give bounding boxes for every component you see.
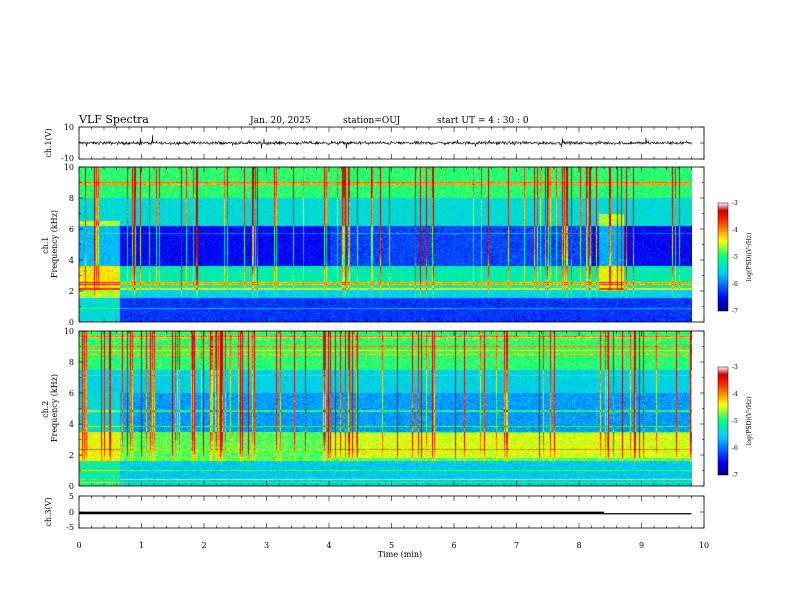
ch2-spec-ytick-4: 4	[69, 420, 74, 429]
ch1-channel-label: ch.1	[41, 237, 50, 254]
station-label: station=OUJ	[343, 116, 401, 126]
ch2-spectrogram-panel: 10 8 6 4 2 0 ch.2 Frequency (kHz) -3 -4 …	[41, 327, 753, 491]
ch2-spec-ytick-6: 6	[69, 389, 74, 398]
ch2-cbar-tick-m4: -4	[732, 391, 738, 398]
ch2-spec-ytick-2: 2	[69, 451, 74, 460]
ch1-frequency-label: Frequency (kHz)	[50, 210, 59, 278]
ch2-colorbar-scale	[717, 366, 729, 476]
ch1-spec-ytick-8: 8	[69, 194, 74, 203]
x-tick-label-10: 10	[699, 541, 709, 550]
ch1-spec-ytick-0: 0	[69, 318, 74, 327]
ch1-spectrogram-yticks: 10 8 6 4 2 0	[64, 163, 74, 327]
ch3-ytick-top: 5	[69, 492, 74, 501]
ch1-colorbar: -3 -4 -5 -6 -7 log(PSD)(V²/Hz)	[717, 200, 753, 315]
time-axis-label: Time (min)	[378, 550, 422, 559]
ch3-ytick-mid: 0	[69, 508, 74, 517]
ch2-colorbar-label: log(PSD)(V²/Hz)	[746, 397, 753, 446]
x-tick-label-7: 7	[514, 541, 519, 550]
ch1-cbar-tick-m4: -4	[732, 227, 738, 234]
x-tick-label-9: 9	[639, 541, 644, 550]
ch3-ytick-bottom: -5	[66, 523, 74, 532]
ch3-waveform-ylabel: ch.3(V)	[44, 497, 53, 526]
ch2-spec-ytick-0: 0	[69, 482, 74, 491]
ch2-cbar-tick-m5: -5	[732, 418, 738, 425]
ch1-spectrogram-heatmap	[79, 167, 692, 322]
ch1-cbar-tick-m6: -6	[732, 281, 738, 288]
ch1-spec-ytick-6: 6	[69, 225, 74, 234]
ch1-waveform-panel: 10 -10 ch.1(V)	[44, 123, 705, 163]
date-label: Jan. 20, 2025	[249, 116, 311, 126]
ch1-waveform-trace	[78, 134, 692, 149]
time-axis-tick-labels: 0 1 2 3 4 5 6 7 8 9 10	[76, 541, 709, 550]
ch2-cbar-tick-m3: -3	[732, 364, 738, 371]
ch1-colorbar-label: log(PSD)(V²/Hz)	[746, 233, 753, 282]
ch2-cbar-tick-m6: -6	[732, 445, 738, 452]
ch2-colorbar: -3 -4 -5 -6 -7 log(PSD)(V²/Hz)	[717, 364, 753, 479]
ch1-cbar-tick-m5: -5	[732, 254, 738, 261]
figure-title: VLF Spectra	[78, 113, 149, 126]
axis-tick-marks	[78, 126, 705, 529]
ch1-spectrogram-panel: 10 8 6 4 2 0 ch.1 Frequency (kHz) -3 -4 …	[41, 163, 753, 327]
ch1-colorbar-scale	[717, 202, 729, 312]
ch1-spectrogram-ylabel: ch.1 Frequency (kHz)	[41, 210, 59, 278]
ch1-spec-ytick-4: 4	[69, 256, 74, 265]
ch1-spec-ytick-2: 2	[69, 287, 74, 296]
ch2-spectrogram-heatmap	[79, 331, 692, 486]
ch1-ytick-top: 10	[64, 123, 74, 132]
x-tick-label-0: 0	[76, 541, 81, 550]
x-tick-label-3: 3	[264, 541, 269, 550]
ch2-channel-label: ch.2	[41, 401, 50, 418]
ch2-spectrogram-yticks: 10 8 6 4 2 0	[64, 327, 74, 491]
ch1-cbar-tick-m7: -7	[732, 308, 738, 315]
ch1-waveform-ylabel: ch.1(V)	[44, 128, 53, 157]
ch3-waveform-panel: 5 0 -5 ch.3(V) 0 1 2 3 4 5 6 7 8 9 10 Time (min)	[44, 492, 709, 559]
ch2-spec-ytick-10: 10	[64, 327, 74, 336]
ch1-spec-ytick-10: 10	[64, 163, 74, 172]
x-tick-label-6: 6	[451, 541, 456, 550]
x-tick-label-8: 8	[576, 541, 581, 550]
ch1-ytick-bottom: -10	[61, 154, 74, 163]
x-tick-label-4: 4	[326, 541, 331, 550]
start-ut-label: start UT = 4 : 30 : 0	[437, 116, 529, 126]
ch2-frequency-label: Frequency (kHz)	[50, 374, 59, 442]
ch2-spec-ytick-8: 8	[69, 358, 74, 367]
ch2-cbar-tick-m7: -7	[732, 472, 738, 479]
x-tick-label-2: 2	[201, 541, 206, 550]
x-tick-label-5: 5	[389, 541, 394, 550]
x-tick-label-1: 1	[139, 541, 144, 550]
ch1-cbar-tick-m3: -3	[732, 200, 738, 207]
ch2-spectrogram-ylabel: ch.2 Frequency (kHz)	[41, 374, 59, 442]
